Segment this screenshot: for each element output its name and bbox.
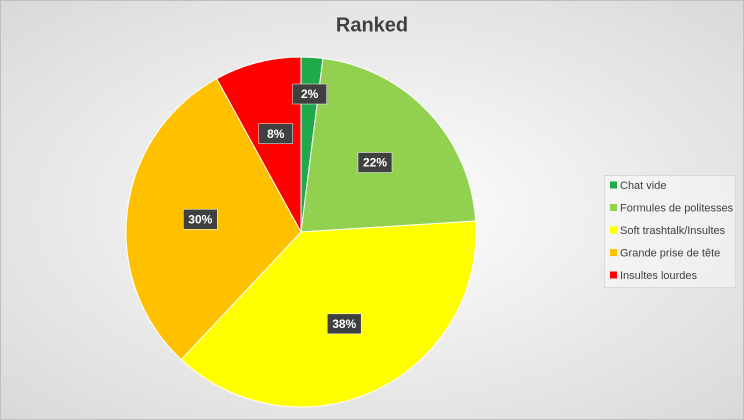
legend-swatch <box>610 181 617 189</box>
legend-swatch <box>610 271 617 279</box>
legend <box>604 175 736 288</box>
data-label-box <box>292 83 327 105</box>
legend-label: Chat vide <box>620 180 666 192</box>
legend-swatch <box>610 204 617 211</box>
data-label: 30% <box>188 212 212 226</box>
pie-slice <box>216 56 302 233</box>
legend-swatch <box>610 249 617 256</box>
legend-label: Insultes lourdes <box>620 270 698 282</box>
chart-title: Ranked <box>336 14 408 36</box>
legend-label: Soft trashtalk/Insultes <box>620 225 726 237</box>
legend-swatch <box>610 226 617 234</box>
data-label-box <box>357 152 393 173</box>
legend-label: Grande prise de tête <box>620 247 720 259</box>
data-label: 38% <box>332 317 356 331</box>
data-label: 22% <box>363 156 387 170</box>
legend-label: Formules de politesses <box>620 202 734 214</box>
data-label-box <box>258 123 294 144</box>
data-label-box <box>326 313 362 335</box>
data-label-box <box>183 209 218 230</box>
data-label: 8% <box>267 127 285 141</box>
data-label: 2% <box>301 87 319 101</box>
pie-slice <box>300 57 477 233</box>
